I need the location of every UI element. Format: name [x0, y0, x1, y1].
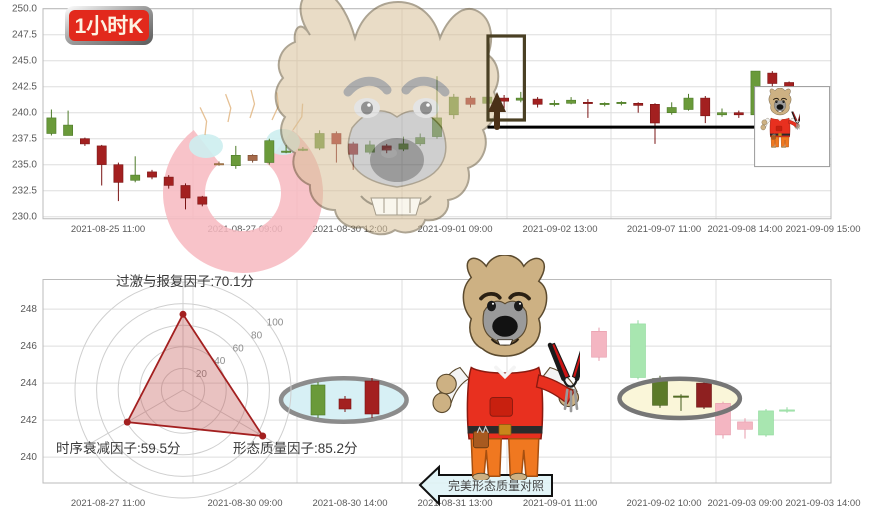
svg-text:2021-09-08 14:00: 2021-09-08 14:00	[707, 224, 782, 235]
svg-text:246: 246	[20, 341, 37, 352]
svg-text:过激与报复因子:70.1分: 过激与报复因子:70.1分	[116, 273, 254, 289]
svg-text:2021-09-09 15:00: 2021-09-09 15:00	[785, 224, 860, 235]
svg-text:1小时K: 1小时K	[75, 15, 144, 38]
svg-text:2021-09-01 09:00: 2021-09-01 09:00	[417, 224, 492, 235]
svg-text:2021-09-03 09:00: 2021-09-03 09:00	[707, 498, 782, 509]
svg-text:100: 100	[267, 318, 284, 329]
svg-text:242.5: 242.5	[12, 82, 37, 93]
svg-text:2021-09-07 11:00: 2021-09-07 11:00	[627, 224, 701, 235]
svg-text:2021-08-31 13:00: 2021-08-31 13:00	[417, 498, 492, 509]
svg-text:80: 80	[251, 331, 263, 342]
svg-text:235.0: 235.0	[12, 160, 37, 171]
svg-text:240.0: 240.0	[12, 108, 37, 119]
svg-text:242: 242	[20, 415, 37, 426]
svg-text:60: 60	[233, 343, 245, 354]
svg-text:2021-09-02 10:00: 2021-09-02 10:00	[626, 498, 701, 509]
svg-text:2021-09-03 14:00: 2021-09-03 14:00	[785, 498, 860, 509]
svg-text:2021-08-27 11:00: 2021-08-27 11:00	[71, 498, 145, 509]
svg-text:237.5: 237.5	[12, 134, 37, 145]
svg-text:248: 248	[20, 304, 37, 315]
svg-text:244: 244	[20, 378, 37, 389]
svg-text:250.0: 250.0	[12, 4, 37, 15]
svg-text:2021-08-30 09:00: 2021-08-30 09:00	[207, 498, 282, 509]
svg-text:230.0: 230.0	[12, 212, 37, 223]
svg-text:时序衰减因子:59.5分: 时序衰减因子:59.5分	[56, 440, 181, 456]
svg-text:2021-08-25 11:00: 2021-08-25 11:00	[71, 224, 145, 235]
svg-text:232.5: 232.5	[12, 186, 37, 197]
svg-text:完美形态质量对照: 完美形态质量对照	[448, 478, 544, 493]
svg-text:245.0: 245.0	[12, 56, 37, 67]
svg-text:2021-08-30 14:00: 2021-08-30 14:00	[312, 498, 387, 509]
svg-text:形态质量因子:85.2分: 形态质量因子:85.2分	[233, 441, 358, 456]
svg-text:2021-09-02 13:00: 2021-09-02 13:00	[522, 224, 597, 235]
svg-text:247.5: 247.5	[12, 30, 37, 41]
svg-text:240: 240	[20, 452, 37, 463]
svg-text:2021-09-01 11:00: 2021-09-01 11:00	[523, 498, 597, 509]
